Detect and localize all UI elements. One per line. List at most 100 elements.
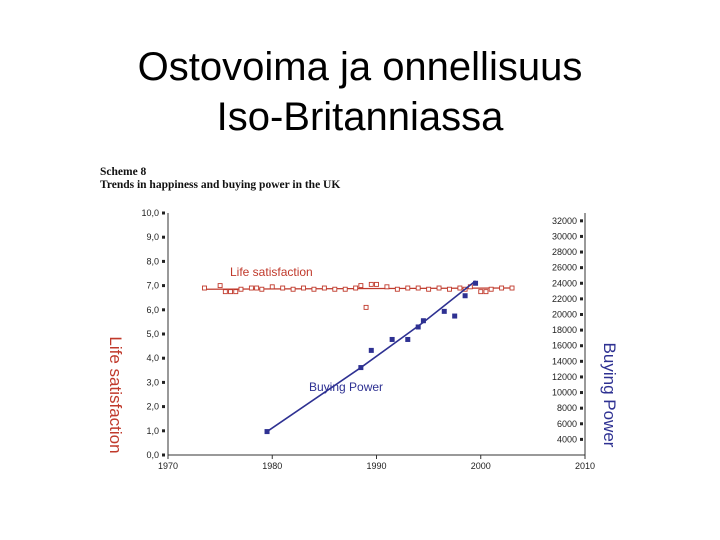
right-tick-mark <box>580 406 583 410</box>
right-axis-label: Buying Power <box>600 343 619 448</box>
left-tick-mark <box>162 380 165 384</box>
right-tick-mark <box>580 234 583 238</box>
life-satisfaction-point <box>332 286 338 292</box>
x-axis-ticks: 1970 1980 1990 2000 2010 <box>158 455 595 471</box>
left-tick-mark <box>162 453 165 457</box>
left-tick-mark <box>162 284 165 288</box>
life-satisfaction-point <box>248 285 254 291</box>
left-tick-label: 9,0 <box>146 232 159 242</box>
life-satisfaction-point <box>394 286 400 292</box>
right-tick-mark <box>580 422 583 426</box>
right-tick-mark <box>580 375 583 379</box>
slide-title: Ostovoima ja onnellisuus Iso-Britanniass… <box>0 42 720 142</box>
left-axis-label: Life satisfaction <box>106 336 125 453</box>
right-tick-label: 28000 <box>552 247 577 257</box>
right-tick-label: 20000 <box>552 309 577 319</box>
right-tick-mark <box>580 437 583 441</box>
left-tick-label: 0,0 <box>146 450 159 460</box>
scheme-number: Scheme 8 <box>100 166 147 178</box>
life-satisfaction-point <box>301 285 306 291</box>
right-tick-label: 12000 <box>552 372 577 382</box>
left-tick-mark <box>162 429 165 433</box>
x-tick-label: 2010 <box>575 461 595 471</box>
buying-power-point <box>462 293 468 299</box>
life-satisfaction-point <box>368 281 374 287</box>
left-tick-label: 10,0 <box>141 208 159 218</box>
right-tick-label: 22000 <box>552 294 577 304</box>
life-satisfaction-point <box>384 284 390 290</box>
left-tick-label: 8,0 <box>146 256 159 266</box>
right-tick-label: 4000 <box>557 434 577 444</box>
x-tick-label: 2000 <box>471 461 491 471</box>
life-satisfaction-point <box>269 284 275 290</box>
right-tick-mark <box>580 219 583 223</box>
left-tick-mark <box>162 308 165 312</box>
right-tick-label: 14000 <box>552 356 577 366</box>
series-buying-power <box>264 280 479 435</box>
chart-caption: Scheme 8 Trends in happiness and buying … <box>100 166 340 192</box>
life-satisfaction-point <box>311 286 317 292</box>
buying-power-point <box>473 280 479 286</box>
life-satisfaction-point <box>222 289 228 295</box>
left-tick-label: 6,0 <box>146 305 159 315</box>
life-satisfaction-point <box>488 286 494 292</box>
buying-power-point <box>405 336 411 342</box>
right-tick-label: 32000 <box>552 216 577 226</box>
right-tick-label: 8000 <box>557 403 577 413</box>
left-tick-mark <box>162 405 165 409</box>
left-tick-label: 7,0 <box>146 281 159 291</box>
life-satisfaction-point <box>238 286 244 292</box>
slide-title-line1: Ostovoima ja onnellisuus <box>137 45 583 89</box>
right-tick-mark <box>580 312 583 316</box>
right-tick-label: 18000 <box>552 325 577 335</box>
life-satisfaction-point <box>478 289 484 295</box>
life-satisfaction-point <box>290 286 296 292</box>
x-tick-label: 1990 <box>366 461 386 471</box>
life-satisfaction-point <box>342 286 348 292</box>
life-satisfaction-point <box>405 285 411 291</box>
left-axis-ticks: 0,0 1,0 2,0 3,0 4,0 5,0 6,0 7,0 8,0 9,0 10,0 <box>141 208 165 460</box>
left-tick-label: 3,0 <box>146 377 159 387</box>
left-tick-mark <box>162 235 165 239</box>
left-tick-mark <box>162 259 165 263</box>
x-tick-label: 1980 <box>262 461 282 471</box>
right-tick-mark <box>580 281 583 285</box>
life-satisfaction-point <box>280 285 286 291</box>
right-tick-label: 6000 <box>557 419 577 429</box>
left-tick-label: 5,0 <box>146 329 159 339</box>
left-tick-label: 2,0 <box>146 402 159 412</box>
buying-power-point <box>389 336 395 342</box>
slide-title-line2: Iso-Britanniassa <box>216 95 504 139</box>
right-tick-label: 16000 <box>552 341 577 351</box>
life-satisfaction-point <box>228 289 234 295</box>
right-tick-label: 24000 <box>552 278 577 288</box>
life-satisfaction-point <box>363 304 369 310</box>
buying-power-point <box>368 347 374 353</box>
right-tick-mark <box>580 250 583 254</box>
right-tick-label: 26000 <box>552 263 577 273</box>
right-tick-label: 10000 <box>552 388 577 398</box>
left-tick-mark <box>162 211 165 215</box>
buying-power-point <box>415 324 421 330</box>
life-satisfaction-point <box>374 281 379 287</box>
right-tick-mark <box>580 297 583 301</box>
buying-power-point <box>452 313 458 319</box>
x-tick-label: 1970 <box>158 461 178 471</box>
life-satisfaction-point <box>358 283 364 289</box>
left-tick-label: 4,0 <box>146 353 159 363</box>
life-satisfaction-point <box>321 285 327 291</box>
life-satisfaction-point <box>457 285 463 291</box>
series-life-satisfaction <box>202 281 515 310</box>
buying-power-trend-line <box>266 280 477 433</box>
right-tick-mark <box>580 391 583 395</box>
right-tick-label: 30000 <box>552 231 577 241</box>
life-satisfaction-point <box>233 289 239 295</box>
left-tick-mark <box>162 332 165 336</box>
life-satisfaction-point <box>353 285 359 291</box>
life-satisfaction-point <box>217 283 223 289</box>
life-satisfaction-point <box>254 285 260 291</box>
life-satisfaction-point <box>415 285 421 291</box>
left-tick-mark <box>162 356 165 360</box>
left-tick-label: 1,0 <box>146 426 159 436</box>
